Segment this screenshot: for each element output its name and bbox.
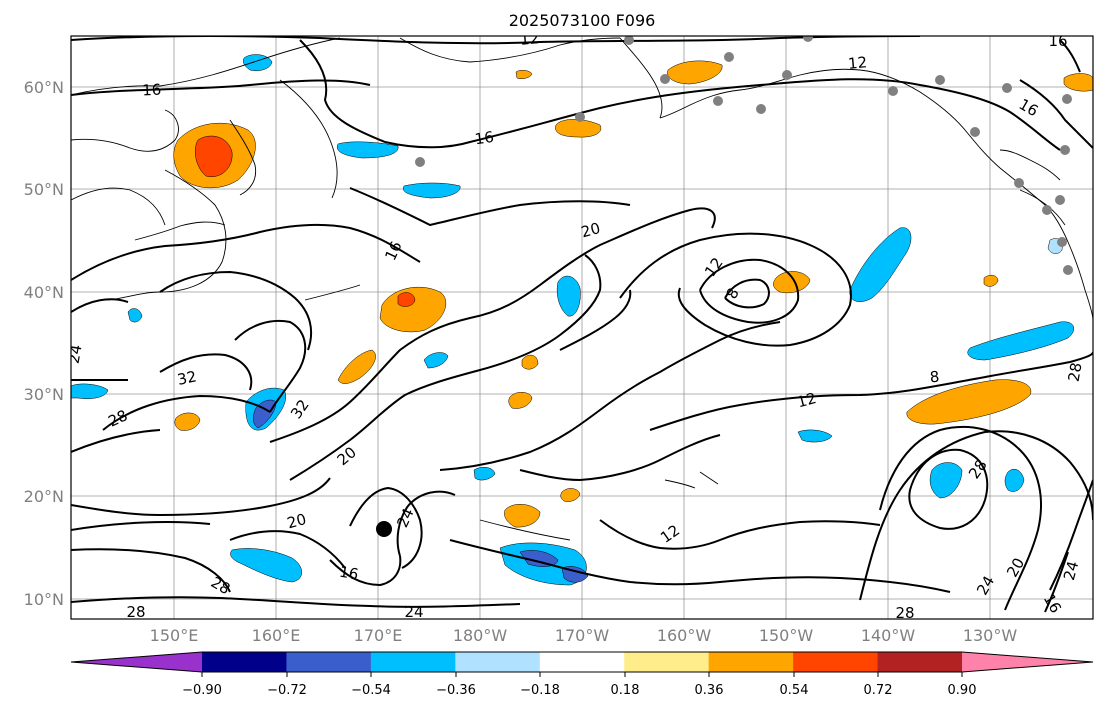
longitude-labels: 150°E 160°E 170°E 180°W 170°W 160°W 150°… <box>150 626 1018 645</box>
colorbar-tick-label: −0.72 <box>267 683 307 698</box>
contour-labels: 12 16 16 12 16 16 20 16 12 8 8 12 32 24 … <box>65 29 1086 622</box>
colorbar: −0.90 −0.72 −0.54 −0.36 −0.18 0.18 0.36 … <box>70 651 1094 698</box>
colorbar-tick-label: −0.18 <box>520 683 560 698</box>
contour-label: 24 <box>65 343 86 365</box>
contour-label: 28 <box>895 604 914 622</box>
lon-label: 160°W <box>657 626 712 645</box>
latitude-labels: 60°N 50°N 40°N 30°N 20°N 10°N <box>24 78 64 609</box>
contour-label: 20 <box>285 510 308 532</box>
contour-label: 16 <box>338 563 360 584</box>
map-title: 2025073100 F096 <box>509 11 656 30</box>
lon-label: 130°W <box>963 626 1018 645</box>
colorbar-swatch <box>962 652 1093 672</box>
coastlines <box>71 37 1093 541</box>
colorbar-swatch <box>793 652 879 672</box>
contour-label: 24 <box>1060 559 1082 582</box>
colorbar-tick-label: −0.36 <box>436 683 476 698</box>
contour-label: 12 <box>795 389 818 411</box>
contour-label: 12 <box>519 29 540 49</box>
contour-label: 28 <box>1065 361 1086 383</box>
colorbar-swatch <box>877 652 963 672</box>
lat-label: 50°N <box>24 180 64 199</box>
colorbar-tick-label: 0.54 <box>780 683 809 698</box>
lon-label: 140°W <box>861 626 916 645</box>
shaded-anomaly-field <box>71 54 1093 586</box>
lat-label: 40°N <box>24 283 64 302</box>
colorbar-swatch <box>71 652 202 672</box>
station-markers <box>376 36 1073 537</box>
colorbar-tick-label: 0.18 <box>611 683 640 698</box>
colorbar-tick-label: 0.36 <box>695 683 724 698</box>
lon-label: 170°E <box>354 626 403 645</box>
colorbar-ticks: −0.90 −0.72 −0.54 −0.36 −0.18 0.18 0.36 … <box>182 672 976 698</box>
contour-label: 8 <box>929 368 940 387</box>
contour-label: 32 <box>176 367 198 389</box>
lon-label: 150°E <box>150 626 199 645</box>
height-contours <box>71 36 1093 613</box>
colorbar-tick-label: −0.90 <box>182 683 222 698</box>
colorbar-swatch <box>539 652 625 672</box>
colorbar-swatch <box>202 652 287 672</box>
lon-label: 160°E <box>252 626 301 645</box>
lon-label: 180°W <box>453 626 508 645</box>
contour-label: 20 <box>579 219 602 241</box>
contour-label: 12 <box>847 53 868 73</box>
colorbar-swatches <box>71 652 1093 672</box>
contour-label: 16 <box>142 81 162 100</box>
map-frame <box>70 35 1094 620</box>
lat-label: 10°N <box>24 590 64 609</box>
map-plot-area: 12 16 16 12 16 16 20 16 12 8 8 12 32 24 … <box>65 29 1093 622</box>
lon-label: 170°W <box>555 626 610 645</box>
lat-label: 30°N <box>24 385 64 404</box>
graticule <box>71 36 1093 619</box>
colorbar-tick-label: 0.72 <box>864 683 893 698</box>
lon-label: 150°W <box>759 626 814 645</box>
contour-label: 16 <box>474 128 495 148</box>
colorbar-swatch <box>455 652 541 672</box>
lat-label: 60°N <box>24 78 64 97</box>
colorbar-swatch <box>708 652 794 672</box>
lat-label: 20°N <box>24 487 64 506</box>
colorbar-tick-label: −0.54 <box>351 683 391 698</box>
colorbar-swatch <box>370 652 456 672</box>
colorbar-swatch <box>286 652 372 672</box>
contour-label: 28 <box>126 603 145 621</box>
contour-label: 24 <box>404 603 423 621</box>
colorbar-tick-label: 0.90 <box>948 683 977 698</box>
colorbar-swatch <box>624 652 710 672</box>
contour-label: 16 <box>1048 32 1067 50</box>
